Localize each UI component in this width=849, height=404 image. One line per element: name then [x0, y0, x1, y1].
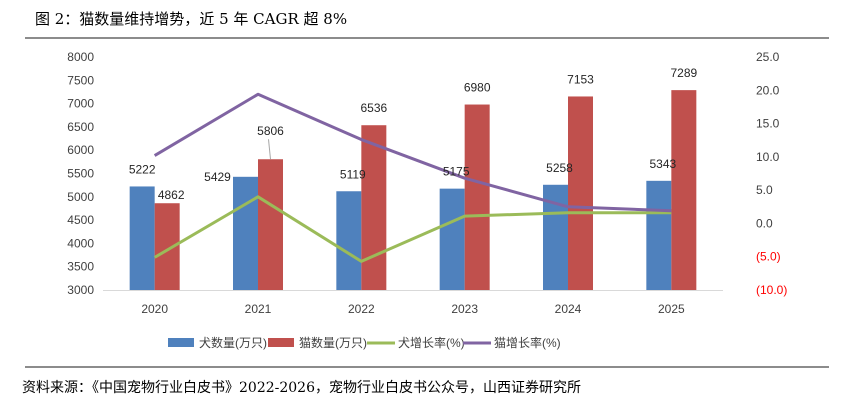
cat-value-label: 6980 [464, 81, 491, 95]
x-axis: 2020 2021 2022 2023 2024 2025 [141, 302, 685, 316]
x-tick-label: 2023 [451, 302, 478, 316]
dog-value-label: 5119 [340, 167, 366, 181]
cat-value-label: 4862 [158, 188, 185, 202]
cat-bar [568, 96, 593, 290]
lines [153, 92, 672, 263]
left-tick-label: 6000 [67, 143, 94, 157]
right-tick-label: 0.0 [756, 216, 773, 230]
x-tick-label: 2020 [141, 302, 168, 316]
dog-bar [439, 188, 465, 290]
dog-value-label: 5343 [649, 157, 676, 171]
dog-value-label: 5258 [546, 161, 573, 175]
dog-bar [336, 191, 362, 290]
legend-label: 犬增长率(%) [398, 335, 465, 350]
legend-label: 猫增长率(%) [494, 335, 561, 350]
bars [129, 90, 697, 290]
left-tick-label: 3000 [67, 283, 94, 297]
right-tick-label: (5.0) [756, 250, 781, 264]
cat-value-label: 7289 [670, 66, 697, 80]
dog-growth-line [153, 195, 672, 263]
legend: 犬数量(万只) 猫数量(万只) 犬增长率(%) 猫增长率(%) [168, 335, 561, 350]
left-tick-label: 5000 [67, 190, 94, 204]
right-tick-label: 5.0 [756, 183, 773, 197]
leader-line [268, 139, 271, 160]
x-tick-label: 2021 [245, 302, 272, 316]
dog-bar [233, 176, 258, 290]
cat-value-label: 5806 [257, 124, 284, 138]
right-tick-label: 25.0 [756, 50, 780, 64]
left-tick-label: 7500 [67, 73, 94, 87]
cat-bar [671, 90, 697, 290]
right-axis: (10.0) (5.0) 0.0 5.0 10.0 15.0 20.0 25.0 [756, 50, 787, 297]
left-tick-label: 8000 [67, 50, 94, 64]
legend-swatch [268, 338, 294, 347]
cat-bar [464, 104, 490, 290]
legend-swatch [168, 338, 194, 347]
dog-value-label: 5222 [129, 162, 156, 176]
x-tick-label: 2025 [658, 302, 685, 316]
left-tick-label: 5500 [67, 167, 94, 181]
left-tick-label: 4000 [67, 236, 94, 250]
left-tick-label: 6500 [67, 120, 94, 134]
x-tick-label: 2022 [348, 302, 375, 316]
figure-title: 图 2：猫数量维持增势，近 5 年 CAGR 超 8% [35, 10, 348, 28]
top-rule [25, 37, 829, 39]
data-labels: 5222 5429 5119 5175 5258 5343 4862 5806 6536 6980… [129, 66, 698, 202]
cat-bar [361, 125, 387, 290]
dog-value-label: 5429 [204, 170, 231, 184]
right-tick-label: 15.0 [756, 117, 780, 131]
left-tick-label: 7000 [67, 97, 94, 111]
cat-bar [258, 159, 283, 290]
legend-item: 犬数量(万只) [168, 335, 267, 350]
right-tick-label: 10.0 [756, 150, 780, 164]
left-tick-label: 4500 [67, 213, 94, 227]
legend-item: 猫数量(万只) [268, 335, 367, 350]
dog-bar [646, 180, 672, 290]
legend-label: 猫数量(万只) [299, 335, 367, 350]
right-tick-label: (10.0) [756, 283, 787, 297]
source-note: 资料来源：《中国宠物行业白皮书》2022-2026，宠物行业白皮书公众号，山西证… [22, 380, 581, 396]
legend-item: 犬增长率(%) [367, 335, 465, 350]
legend-label: 犬数量(万只) [199, 335, 267, 350]
cat-growth-line [153, 92, 672, 213]
cat-value-label: 6536 [360, 101, 387, 115]
legend-item: 猫增长率(%) [463, 335, 561, 350]
bottom-rule [25, 366, 829, 368]
right-tick-label: 20.0 [756, 83, 780, 97]
dog-bar [129, 186, 155, 290]
left-tick-label: 3500 [67, 260, 94, 274]
cat-value-label: 7153 [567, 72, 594, 86]
left-axis: 3000 3500 4000 4500 5000 5500 6000 6500 7000 7500… [67, 50, 94, 297]
dog-value-label: 5175 [443, 165, 470, 179]
x-tick-label: 2024 [555, 302, 582, 316]
